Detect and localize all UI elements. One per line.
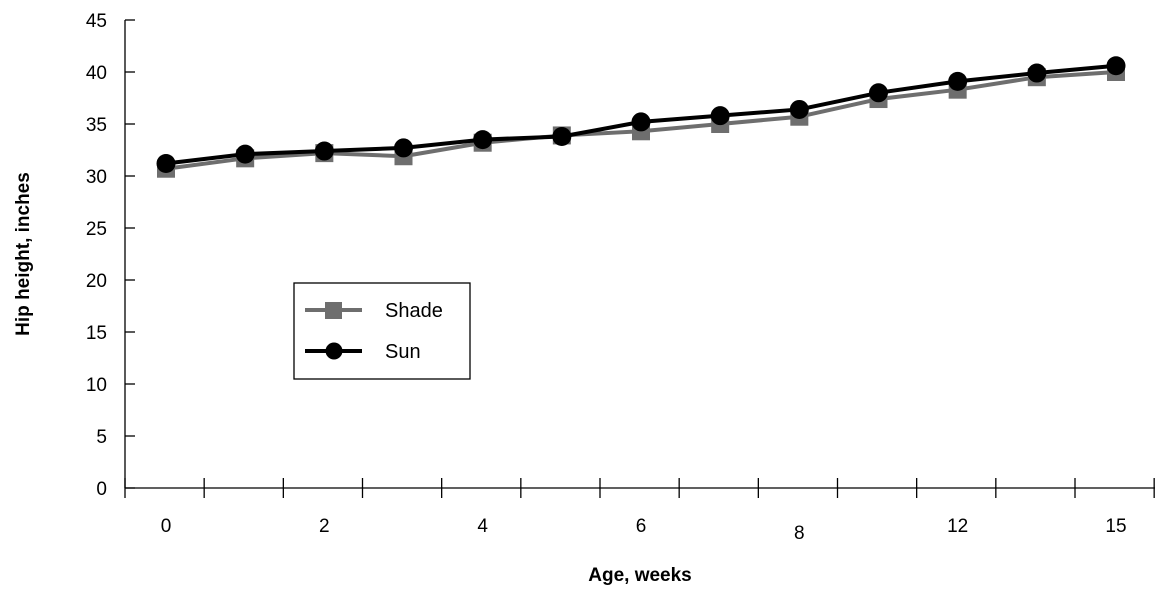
legend-box	[293, 282, 471, 380]
y-tick-label: 40	[86, 63, 107, 84]
legend-sun-marker	[325, 342, 343, 360]
legend-sun-label: Sun	[385, 341, 421, 363]
y-tick-label: 15	[86, 323, 107, 344]
point-sun-4	[473, 130, 493, 150]
point-sun-1	[235, 144, 255, 164]
y-tick-label: 35	[86, 115, 107, 136]
x-tick-label: 6	[636, 516, 647, 537]
point-sun-6	[631, 112, 651, 132]
x-tick-label: 0	[161, 516, 172, 537]
point-sun-11	[1027, 63, 1047, 83]
point-sun-7	[710, 106, 730, 126]
y-tick-label: 20	[86, 271, 107, 292]
x-axis-title: Age, weeks	[588, 565, 692, 586]
x-tick-label: 8	[794, 523, 805, 544]
point-sun-3	[394, 138, 413, 158]
x-ticks: 0 2 4 6 8 12 15	[124, 478, 1155, 544]
legend-entry-shade: Shade	[305, 300, 443, 322]
point-sun-0	[156, 154, 176, 174]
y-axis-title: Hip height, inches	[13, 172, 34, 336]
point-sun-10	[948, 71, 968, 91]
x-tick-label: 4	[477, 516, 488, 537]
y-tick-label: 0	[96, 479, 107, 500]
y-tick-label: 5	[96, 427, 107, 448]
x-tick-label: 12	[947, 516, 968, 537]
legend-shade-marker	[325, 302, 342, 319]
y-tick-label: 25	[86, 219, 107, 240]
legend: Shade Sun	[293, 282, 471, 380]
axes	[124, 20, 1155, 489]
y-tick-label: 45	[86, 11, 107, 32]
legend-shade-label: Shade	[385, 300, 443, 322]
y-tick-label: 30	[86, 167, 107, 188]
point-sun-2	[314, 141, 334, 161]
point-sun-12	[1106, 56, 1126, 76]
series-layer	[156, 56, 1126, 178]
point-sun-8	[789, 99, 809, 119]
legend-entry-sun: Sun	[305, 341, 421, 363]
y-tick-label: 10	[86, 375, 107, 396]
x-tick-label: 2	[319, 516, 330, 537]
y-ticks: 0 5 10 15 20 25 30 35 40 45	[86, 11, 135, 500]
point-sun-5	[552, 126, 572, 146]
x-tick-label: 15	[1105, 516, 1126, 537]
point-sun-9	[869, 83, 888, 103]
